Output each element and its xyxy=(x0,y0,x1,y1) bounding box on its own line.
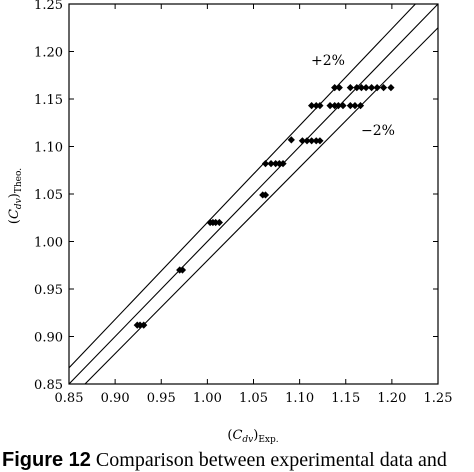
data-point xyxy=(326,102,334,110)
x-tick-label: 1.00 xyxy=(193,391,222,406)
y-tick-label: 1.05 xyxy=(34,188,63,203)
data-point xyxy=(261,160,270,168)
x-tick-label: 0.90 xyxy=(101,391,130,406)
svg-text:(Cdv)Theo.: (Cdv)Theo. xyxy=(7,168,24,224)
data-point xyxy=(303,137,311,145)
data-point xyxy=(335,84,343,92)
data-point xyxy=(272,160,280,168)
data-point xyxy=(387,84,395,92)
data-point xyxy=(373,84,381,92)
x-tick-label: 1.15 xyxy=(331,391,360,406)
scatter-chart: 0.85 0.90 0.95 1.00 1.05 1.10 1.15 1.20 1.25 0.8… xyxy=(7,0,453,445)
data-point xyxy=(379,84,388,92)
y-tick-label: 0.90 xyxy=(34,331,63,346)
x-tick-label: 1.05 xyxy=(239,391,268,406)
data-point xyxy=(331,102,339,110)
data-point xyxy=(356,102,365,110)
data-point xyxy=(136,321,144,329)
y-tick-label: 1.20 xyxy=(34,46,63,61)
data-point xyxy=(275,160,283,168)
data-point xyxy=(308,137,316,145)
data-point xyxy=(316,137,324,145)
x-tick-label: 1.20 xyxy=(377,391,406,406)
y-tick-label: 0.95 xyxy=(34,283,63,298)
minus-2-percent-line xyxy=(84,26,438,384)
plus-2-percent-line xyxy=(69,4,417,369)
x-tick-label: 0.95 xyxy=(147,391,176,406)
data-point xyxy=(367,84,376,92)
data-point xyxy=(346,84,354,92)
x-tick-label: 1.10 xyxy=(285,391,314,406)
y-axis-title: (Cdv)Theo. xyxy=(7,168,24,224)
data-point xyxy=(287,136,295,144)
y-tick-label: 1.00 xyxy=(34,236,63,251)
caption-label: Figure 12 xyxy=(2,449,91,471)
annotation-plus-2-percent: +2% xyxy=(311,53,345,69)
data-point xyxy=(346,102,354,110)
data-point xyxy=(308,102,316,110)
data-point xyxy=(261,191,270,199)
annotation-minus-2-percent: −2% xyxy=(361,123,395,139)
caption-text: Comparison between experimental data and xyxy=(90,449,447,471)
x-tick-label: 1.25 xyxy=(424,391,453,406)
y-tick-label: 0.85 xyxy=(34,378,63,393)
data-point xyxy=(212,218,220,227)
y-tick-label: 1.10 xyxy=(34,141,63,156)
data-point xyxy=(357,84,366,92)
x-axis-title: (Cdv)Exp. xyxy=(227,428,278,445)
y-tick-label: 1.25 xyxy=(34,0,63,13)
parity-line xyxy=(69,4,438,384)
data-point xyxy=(178,266,187,274)
data-point xyxy=(331,84,339,92)
data-point xyxy=(215,218,223,227)
x-tick-label: 0.85 xyxy=(55,391,84,406)
data-point xyxy=(316,102,324,110)
data-point xyxy=(298,137,306,145)
figure-caption: Figure 12 Comparison between experimenta… xyxy=(2,449,447,472)
data-point xyxy=(353,84,361,92)
data-point xyxy=(334,102,342,110)
data-point xyxy=(279,160,287,168)
data-point xyxy=(140,321,148,329)
data-point xyxy=(267,160,275,168)
data-point xyxy=(362,84,370,92)
svg-text:(Cdv)Exp.: (Cdv)Exp. xyxy=(227,428,278,445)
data-point xyxy=(312,137,320,145)
data-point xyxy=(312,102,320,110)
data-point xyxy=(351,102,359,110)
y-tick-label: 1.15 xyxy=(34,93,63,108)
data-point xyxy=(339,102,347,110)
